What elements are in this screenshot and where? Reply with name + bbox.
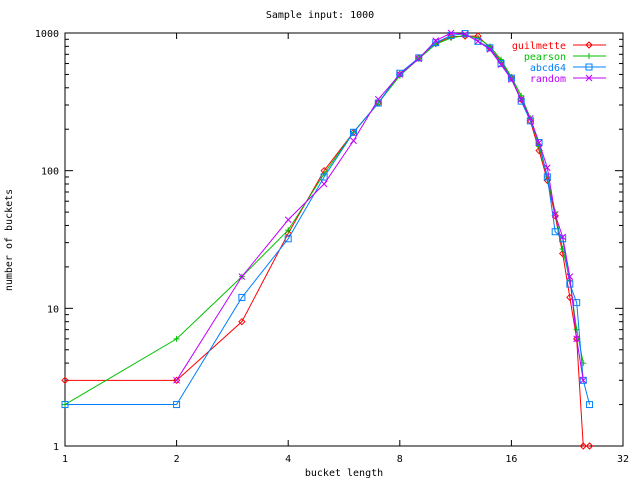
series-random (173, 29, 587, 384)
data-point-random (551, 211, 559, 218)
data-point-guilmette (566, 293, 574, 302)
x-tick-label: 2 (174, 454, 180, 465)
x-tick-label: 8 (397, 454, 403, 465)
y-tick-label: 10 (47, 304, 59, 315)
x-tick-label: 1 (62, 454, 68, 465)
data-point-random (517, 95, 525, 103)
data-point-random (374, 95, 382, 103)
data-point-abcd64 (543, 173, 551, 181)
data-point-random (396, 71, 404, 78)
data-point-abcd64 (61, 401, 69, 409)
data-point-abcd64 (535, 139, 543, 147)
x-tick-label: 32 (617, 454, 629, 465)
data-point-abcd64 (517, 97, 525, 105)
data-point-random (447, 29, 455, 37)
legend-marker-abcd64 (585, 63, 593, 71)
x-axis-label: bucket length (305, 468, 383, 479)
series-pearson (62, 32, 587, 408)
data-point-random (350, 137, 357, 145)
data-point-random (566, 273, 574, 280)
data-point-random (284, 216, 292, 224)
legend-label-abcd64: abcd64 (530, 63, 566, 74)
plot-frame (64, 32, 624, 447)
data-point-random (535, 139, 543, 146)
data-point-guilmette (320, 166, 328, 175)
data-point-abcd64 (573, 299, 581, 307)
x-tick-label: 4 (285, 454, 291, 465)
data-point-abcd64 (474, 37, 482, 45)
series-line-abcd64 (65, 33, 591, 406)
data-point-abcd64 (586, 401, 594, 409)
series-group (61, 29, 594, 450)
data-point-pearson (285, 227, 292, 234)
data-point-random (543, 164, 551, 172)
data-point-guilmette (172, 376, 181, 385)
data-point-random (486, 46, 494, 53)
data-point-random (559, 233, 567, 241)
data-point-random (415, 55, 423, 63)
data-point-random (238, 273, 246, 280)
y-tick-label: 100 (41, 167, 59, 178)
legend-label-pearson: pearson (524, 52, 566, 63)
data-point-random (508, 76, 515, 83)
y-tick-label: 1000 (35, 29, 59, 40)
data-point-abcd64 (396, 69, 404, 77)
series-line-random (176, 32, 584, 381)
legend-label-random: random (530, 74, 566, 85)
x-tick-label: 16 (505, 454, 517, 465)
legend-marker-random (585, 74, 593, 82)
y-axis-label: number of buckets (4, 189, 15, 291)
y-tick-label: 1 (53, 442, 59, 453)
legend-label-guilmette: guilmette (512, 41, 566, 52)
data-point-random (573, 335, 581, 343)
data-point-pearson (498, 56, 505, 63)
data-point-random (320, 180, 328, 188)
data-point-guilmette (61, 376, 69, 385)
axes: 1 2 4 8 16 32 1 10 100 1000 (35, 29, 629, 465)
data-point-abcd64 (349, 128, 357, 136)
data-point-abcd64 (551, 228, 559, 236)
data-point-abcd64 (284, 235, 292, 243)
data-point-abcd64 (173, 401, 181, 409)
data-point-abcd64 (238, 293, 246, 301)
data-point-abcd64 (432, 39, 440, 47)
series-line-guilmette (65, 35, 590, 447)
data-point-random (497, 61, 505, 68)
legend-marker-guilmette (585, 41, 593, 49)
series-guilmette (61, 32, 594, 450)
data-point-guilmette (238, 317, 246, 326)
series-abcd64 (61, 30, 594, 409)
data-point-abcd64 (497, 60, 505, 68)
series-line-pearson (64, 34, 584, 405)
data-point-abcd64 (415, 54, 423, 62)
data-point-random (461, 30, 469, 38)
data-point-random (579, 376, 587, 384)
data-point-random (527, 114, 534, 122)
data-point-random (432, 37, 440, 44)
chart-title: Sample input: 1000 (266, 10, 374, 21)
data-point-abcd64 (507, 74, 515, 82)
data-point-pearson (580, 360, 587, 367)
data-point-random (173, 376, 180, 384)
data-point-pearson (173, 335, 180, 342)
legend-marker-pearson (586, 53, 592, 59)
data-point-abcd64 (320, 173, 328, 181)
data-point-guilmette (585, 442, 594, 450)
data-point-random (474, 37, 482, 45)
